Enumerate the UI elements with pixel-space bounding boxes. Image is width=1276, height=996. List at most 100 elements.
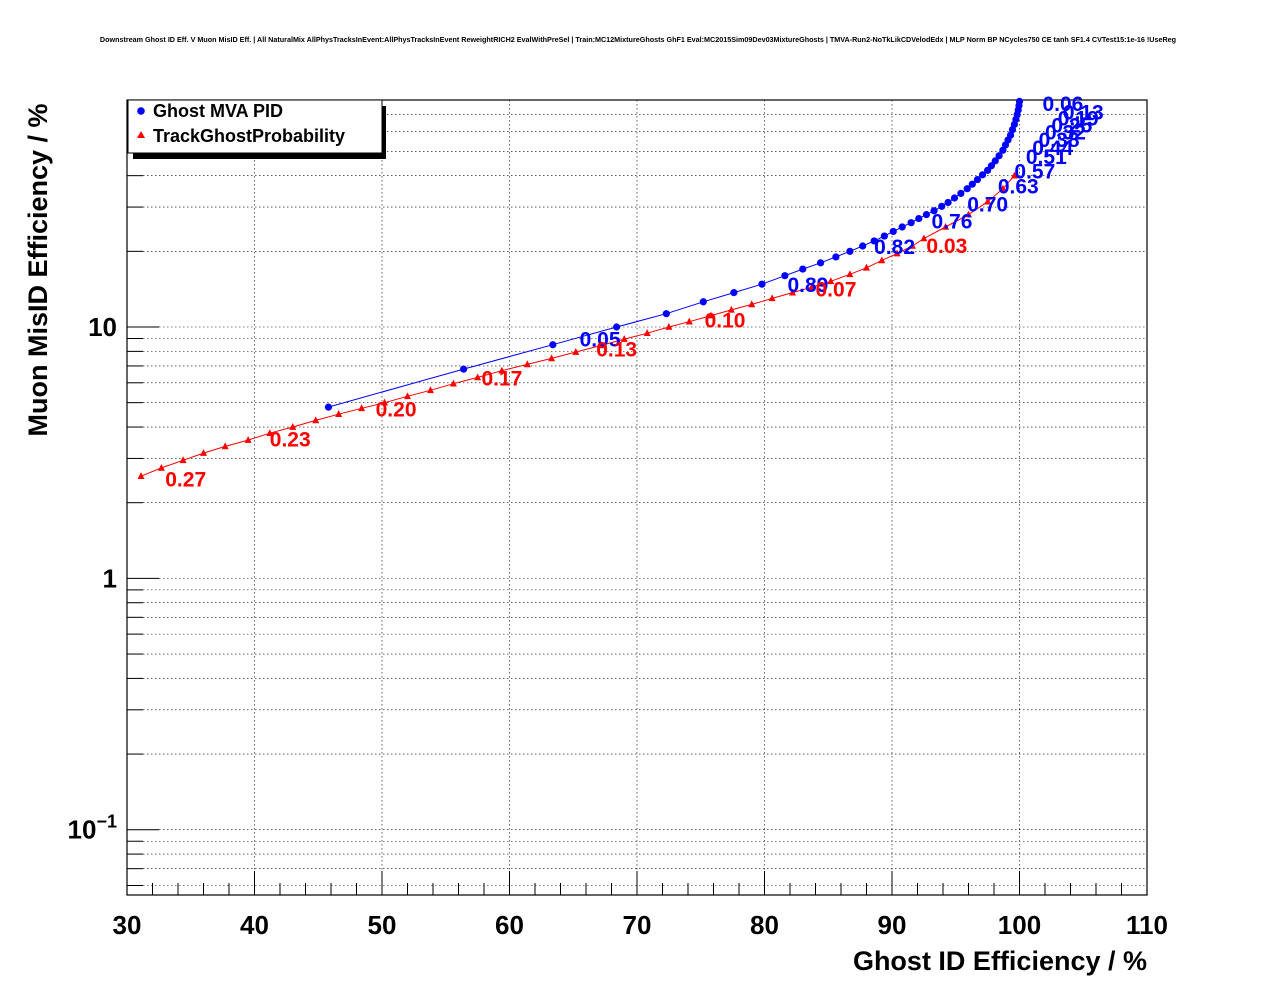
data-point-trackghostprobability <box>620 335 628 342</box>
data-point-trackghostprobability <box>312 416 320 424</box>
chart-title: Downstream Ghost ID Eff. V Muon MisID Ef… <box>100 35 1176 44</box>
data-point-ghost-mva-pid <box>859 242 867 250</box>
data-point-ghost-mva-pid <box>963 185 971 193</box>
data-point-trackghostprobability <box>999 184 1007 192</box>
x-tick-label: 60 <box>495 910 524 940</box>
data-point-ghost-mva-pid <box>944 198 952 207</box>
data-point-trackghostprobability <box>748 300 756 308</box>
working-point-label-trackghostprobability: 0.03 <box>926 235 967 258</box>
working-point-label-ghost-mva-pid: 0.76 <box>932 211 973 234</box>
data-point-trackghostprobability <box>572 348 580 355</box>
x-tick-label: 100 <box>998 910 1041 940</box>
data-point-trackghostprobability <box>908 242 916 249</box>
legend: Ghost MVA PID TrackGhostProbability <box>127 99 386 159</box>
data-point-ghost-mva-pid <box>817 259 825 267</box>
data-point-trackghostprobability <box>707 311 715 319</box>
x-tick-label: 70 <box>623 910 652 940</box>
data-point-trackghostprobability <box>474 373 482 381</box>
working-point-label-trackghostprobability: 0.13 <box>596 339 637 362</box>
legend-marker-track-ghost-prob <box>137 131 145 138</box>
working-point-label-ghost-mva-pid: 0.19 <box>1058 108 1099 131</box>
data-point-ghost-mva-pid <box>880 232 888 240</box>
data-point-ghost-mva-pid <box>832 253 840 261</box>
data-point-ghost-mva-pid <box>758 280 766 288</box>
data-point-trackghostprobability <box>942 222 950 230</box>
data-point-trackghostprobability <box>244 436 252 443</box>
data-point-trackghostprobability <box>920 234 928 242</box>
working-point-label-trackghostprobability: 0.20 <box>376 398 417 421</box>
data-point-ghost-mva-pid <box>1015 97 1024 105</box>
working-point-label-ghost-mva-pid: 0.51 <box>1026 146 1067 169</box>
data-point-ghost-mva-pid <box>922 211 931 219</box>
data-point-ghost-mva-pid <box>950 194 959 202</box>
working-point-label-trackghostprobability: 0.07 <box>816 279 857 302</box>
data-point-trackghostprobability <box>768 294 776 302</box>
data-point-trackghostprobability <box>878 256 886 264</box>
working-point-label-ghost-mva-pid: 0.05 <box>580 329 621 352</box>
data-point-ghost-mva-pid <box>973 175 982 184</box>
y-tick-label: 10−1 <box>68 812 117 845</box>
plot-frame <box>126 99 1148 896</box>
data-point-ghost-mva-pid <box>978 171 987 179</box>
data-point-ghost-mva-pid <box>324 403 333 411</box>
legend-shadow-bottom <box>133 153 386 159</box>
data-point-trackghostprobability <box>965 210 972 218</box>
grid <box>127 99 1147 895</box>
data-point-ghost-mva-pid <box>1006 131 1015 139</box>
data-point-trackghostprobability <box>179 456 187 464</box>
x-tick-label: 40 <box>240 910 269 940</box>
data-point-ghost-mva-pid <box>957 189 965 198</box>
data-point-ghost-mva-pid <box>730 289 738 297</box>
working-point-label-ghost-mva-pid: 0.13 <box>1063 102 1104 125</box>
legend-shadow-right <box>380 106 386 159</box>
data-point-trackghostprobability <box>289 423 297 430</box>
working-point-label-ghost-mva-pid: 0.70 <box>967 193 1008 216</box>
x-tick-label: 30 <box>113 910 142 940</box>
data-point-trackghostprobability <box>597 341 605 349</box>
working-point-label-ghost-mva-pid: 0.89 <box>787 274 828 297</box>
data-point-trackghostprobability <box>200 449 207 456</box>
data-point-trackghostprobability <box>984 197 992 205</box>
data-point-trackghostprobability <box>846 270 854 278</box>
data-point-ghost-mva-pid <box>799 265 807 273</box>
y-axis-title: Muon MisID Efficiency / % <box>23 103 53 436</box>
x-tick-label: 110 <box>1126 910 1168 940</box>
data-point-ghost-mva-pid <box>889 227 897 236</box>
series-layer <box>137 97 1024 479</box>
data-point-trackghostprobability <box>727 305 735 313</box>
working-point-label-trackghostprobability: 0.27 <box>165 468 206 491</box>
x-axis-title: Ghost ID Efficiency / % <box>853 946 1147 976</box>
data-point-trackghostprobability <box>808 283 816 290</box>
data-point-trackghostprobability <box>643 329 651 336</box>
data-point-ghost-mva-pid <box>991 157 999 165</box>
y-tick-label: 1 <box>103 563 117 593</box>
data-point-ghost-mva-pid <box>898 223 906 231</box>
x-tick-label: 80 <box>750 910 779 940</box>
data-point-trackghostprobability <box>1010 171 1018 179</box>
data-point-trackghostprobability <box>381 398 389 406</box>
legend-label-ghost-mva: Ghost MVA PID <box>153 101 283 121</box>
data-point-trackghostprobability <box>137 472 145 479</box>
data-point-trackghostprobability <box>358 404 366 412</box>
data-point-ghost-mva-pid <box>995 152 1003 160</box>
working-point-label-ghost-mva-pid: 0.32 <box>1045 121 1086 144</box>
legend-label-track-ghost-prob: TrackGhostProbability <box>153 126 345 146</box>
data-point-trackghostprobability <box>221 442 229 450</box>
y-tick-label: 10 <box>88 312 117 342</box>
legend-box <box>127 99 383 154</box>
data-point-trackghostprobability <box>157 463 165 471</box>
working-point-label-ghost-mva-pid: 0.25 <box>1051 114 1092 137</box>
working-point-label-ghost-mva-pid: 0.82 <box>874 236 915 259</box>
data-point-trackghostprobability <box>449 379 457 387</box>
data-point-ghost-mva-pid <box>662 310 670 318</box>
data-point-ghost-mva-pid <box>930 207 938 215</box>
data-point-ghost-mva-pid <box>915 214 923 223</box>
working-point-label-trackghostprobability: 0.17 <box>481 367 522 390</box>
x-tick-labels: 30 40 50 60 70 80 90 100 110 <box>113 910 1168 940</box>
data-point-ghost-mva-pid <box>870 237 878 245</box>
working-point-label-ghost-mva-pid: 0.63 <box>998 176 1039 199</box>
data-point-trackghostprobability <box>548 354 556 362</box>
legend-marker-ghost-mva <box>137 107 145 115</box>
data-point-ghost-mva-pid <box>987 162 996 170</box>
data-point-trackghostprobability <box>827 277 835 285</box>
